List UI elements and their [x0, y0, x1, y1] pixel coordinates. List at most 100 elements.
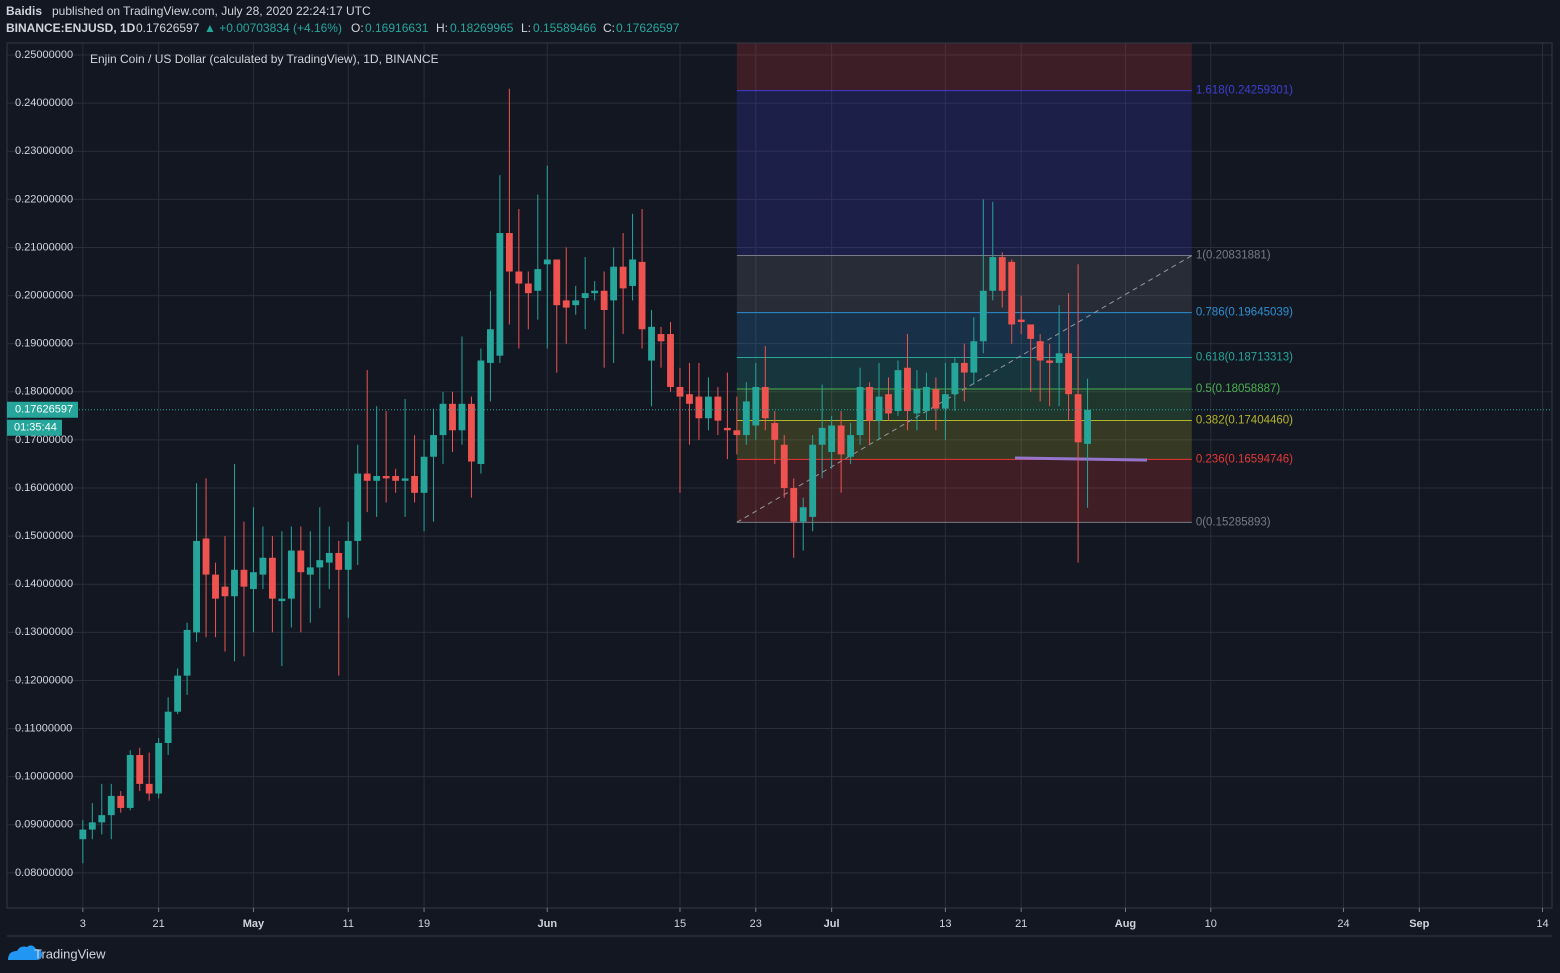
- candle-body: [79, 829, 87, 840]
- candle-body: [790, 488, 798, 522]
- candle-body: [695, 396, 703, 419]
- candle-body: [534, 269, 542, 291]
- y-tick-label: 0.20000000: [15, 289, 73, 301]
- candle-body: [524, 283, 532, 294]
- candle-body: [913, 389, 921, 414]
- candle-body: [1065, 353, 1073, 395]
- candle-body: [970, 341, 978, 373]
- candle-body: [771, 423, 779, 440]
- fib-band: [736, 43, 1192, 91]
- candle-body: [1084, 409, 1091, 444]
- price-label-box: [7, 401, 78, 418]
- candle-body: [287, 550, 295, 599]
- candle-body: [676, 386, 684, 397]
- c-label: C:: [603, 21, 615, 35]
- symbol: BINANCE:ENJUSD, 1D: [6, 21, 136, 35]
- candle-body: [202, 538, 210, 575]
- candle-body: [155, 742, 163, 794]
- candle-body: [306, 567, 314, 575]
- candle-body: [98, 815, 106, 823]
- candle-body: [866, 386, 873, 421]
- candle-body: [193, 540, 200, 633]
- y-tick-label: 0.25000000: [15, 49, 73, 61]
- candle-body: [401, 478, 409, 481]
- y-tick-label: 0.18000000: [15, 386, 73, 398]
- x-tick-label: 13: [939, 918, 951, 930]
- candle-body: [183, 629, 191, 676]
- candle-body: [723, 427, 731, 431]
- candle-body: [847, 435, 855, 457]
- brand: TradingView: [34, 946, 106, 961]
- candle-body: [979, 290, 987, 342]
- o-value: 0.16916631: [365, 21, 429, 35]
- candle-body: [553, 259, 561, 306]
- fib-label: 0.236(0.16594746): [1196, 453, 1293, 465]
- x-tick-label: Sep: [1409, 918, 1429, 930]
- plot-frame: [6, 42, 1553, 909]
- candle-body: [600, 290, 608, 311]
- candle-body: [752, 386, 760, 426]
- change: ▲ +0.00703834 (+4.16%): [204, 21, 342, 35]
- candle-body: [1036, 341, 1044, 361]
- fib-label: 0(0.15285893): [1196, 516, 1271, 528]
- candle-body: [164, 711, 172, 743]
- candle-body: [477, 360, 485, 464]
- x-tick-label: Jun: [537, 918, 557, 930]
- y-tick-label: 0.13000000: [15, 626, 73, 638]
- candle-body: [439, 403, 447, 436]
- x-tick-label: Jul: [824, 918, 840, 930]
- x-tick-label: 21: [1015, 918, 1027, 930]
- candle-body: [894, 370, 902, 412]
- y-tick-label: 0.21000000: [15, 241, 73, 253]
- candle-body: [904, 367, 911, 412]
- candle-body: [297, 550, 305, 573]
- candle-body: [354, 473, 362, 541]
- candle-body: [638, 261, 646, 330]
- candle-body: [392, 475, 400, 481]
- fib-label: 0.5(0.18058887): [1196, 383, 1281, 395]
- y-tick-label: 0.17000000: [15, 434, 73, 446]
- candle-body: [780, 444, 788, 489]
- candle-body: [468, 403, 475, 462]
- h-value: 0.18269965: [450, 21, 514, 35]
- candle-body: [543, 259, 551, 265]
- candle-body: [259, 557, 267, 575]
- y-tick-label: 0.12000000: [15, 674, 73, 686]
- chart-title: Enjin Coin / US Dollar (calculated by Tr…: [90, 52, 439, 66]
- candle-body: [742, 401, 750, 436]
- y-tick-label: 0.23000000: [15, 145, 73, 157]
- price-label: 0.17626597: [15, 404, 73, 416]
- candle-body: [657, 334, 665, 342]
- candle-body: [240, 569, 248, 587]
- candle-body: [591, 290, 599, 294]
- candle-body: [667, 334, 674, 387]
- candle-body: [221, 586, 229, 597]
- candle-body: [1008, 261, 1016, 325]
- candle-body: [420, 456, 428, 493]
- x-tick-label: 10: [1205, 918, 1217, 930]
- candle-body: [714, 396, 722, 421]
- fib-label: 1.618(0.24259301): [1196, 85, 1293, 97]
- candle-body: [885, 394, 892, 414]
- candle-body: [960, 362, 968, 373]
- candle-body: [363, 473, 371, 481]
- y-tick-label: 0.24000000: [15, 97, 73, 109]
- published: published on TradingView.com, July 28, 2…: [52, 4, 371, 18]
- candle-body: [761, 386, 769, 419]
- x-tick-label: 21: [153, 918, 165, 930]
- countdown-box: [7, 419, 62, 436]
- candle-body: [648, 326, 655, 361]
- candle-body: [126, 755, 134, 808]
- candle-body: [1017, 319, 1025, 323]
- candle-body: [344, 540, 352, 570]
- candle-body: [704, 396, 712, 419]
- candle-body: [562, 300, 570, 308]
- candle-body: [799, 507, 807, 522]
- candle-body: [572, 300, 580, 306]
- x-tick-label: Aug: [1115, 918, 1136, 930]
- x-tick-label: 3: [80, 918, 86, 930]
- candle-body: [212, 574, 219, 599]
- fib-band: [736, 420, 1192, 460]
- candle-body: [875, 396, 883, 421]
